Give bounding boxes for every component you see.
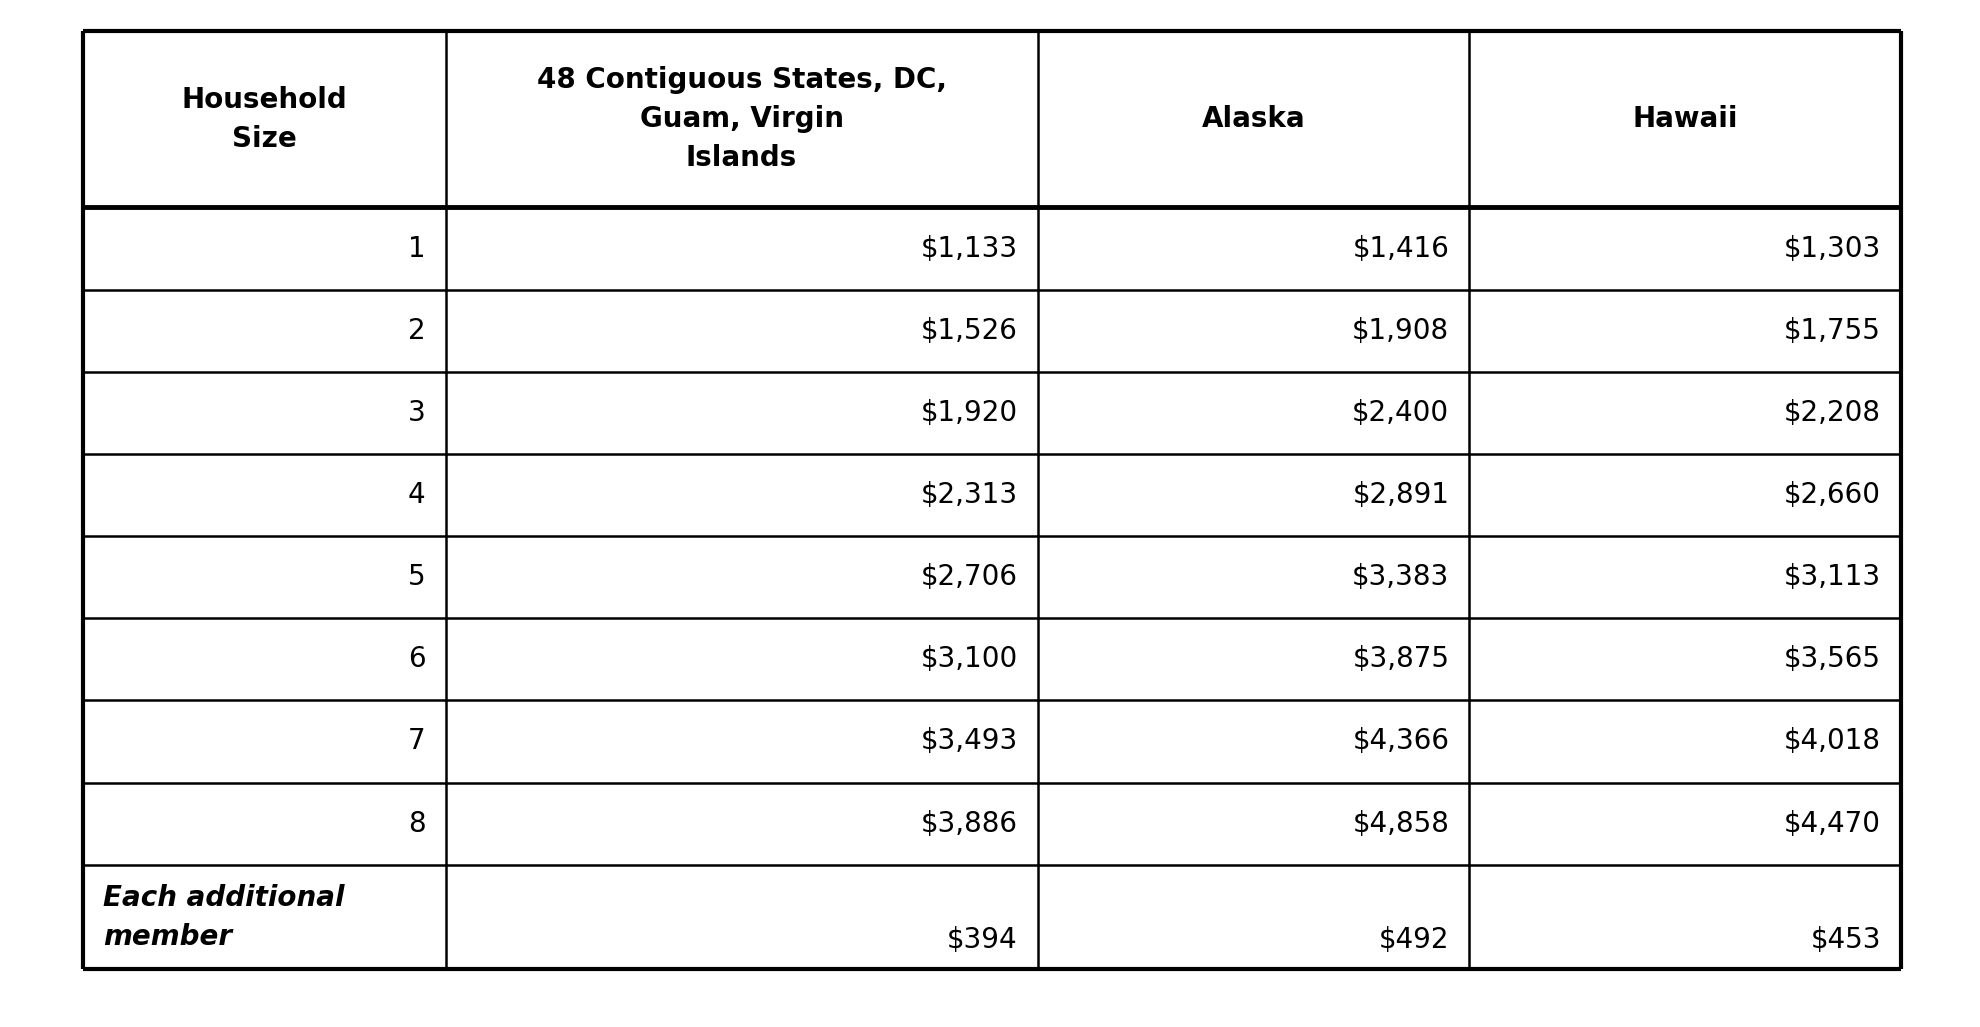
Text: $394: $394 <box>946 926 1018 954</box>
Text: $2,660: $2,660 <box>1784 481 1881 509</box>
Text: $4,018: $4,018 <box>1784 727 1881 756</box>
Text: $2,400: $2,400 <box>1352 398 1449 427</box>
Text: $3,886: $3,886 <box>921 809 1018 838</box>
Text: $4,366: $4,366 <box>1352 727 1449 756</box>
Text: Household
Size: Household Size <box>182 85 346 153</box>
Text: $1,755: $1,755 <box>1784 316 1881 345</box>
Text: $1,526: $1,526 <box>921 316 1018 345</box>
Text: $453: $453 <box>1810 926 1881 954</box>
Text: Alaska: Alaska <box>1202 105 1305 134</box>
Text: $3,565: $3,565 <box>1784 645 1881 674</box>
Text: $1,920: $1,920 <box>921 398 1018 427</box>
Text: $1,416: $1,416 <box>1352 234 1449 263</box>
Text: 3: 3 <box>408 398 426 427</box>
Text: Each additional
member: Each additional member <box>103 883 345 951</box>
Text: $2,313: $2,313 <box>921 481 1018 509</box>
Text: 2: 2 <box>408 316 426 345</box>
Text: Hawaii: Hawaii <box>1632 105 1738 134</box>
Text: 6: 6 <box>408 645 426 674</box>
Text: $492: $492 <box>1378 926 1449 954</box>
Text: $3,493: $3,493 <box>921 727 1018 756</box>
Text: 4: 4 <box>408 481 426 509</box>
Text: $4,470: $4,470 <box>1784 809 1881 838</box>
Text: $3,383: $3,383 <box>1352 563 1449 592</box>
Text: 5: 5 <box>408 563 426 592</box>
Text: 1: 1 <box>408 234 426 263</box>
Text: $3,100: $3,100 <box>921 645 1018 674</box>
Text: 8: 8 <box>408 809 426 838</box>
Text: 48 Contiguous States, DC,
Guam, Virgin
Islands: 48 Contiguous States, DC, Guam, Virgin I… <box>537 66 946 173</box>
Text: $2,891: $2,891 <box>1352 481 1449 509</box>
Text: $1,908: $1,908 <box>1352 316 1449 345</box>
Text: 7: 7 <box>408 727 426 756</box>
Text: $1,303: $1,303 <box>1784 234 1881 263</box>
Text: $2,208: $2,208 <box>1784 398 1881 427</box>
Text: $3,113: $3,113 <box>1784 563 1881 592</box>
Text: $4,858: $4,858 <box>1352 809 1449 838</box>
Text: $3,875: $3,875 <box>1352 645 1449 674</box>
Text: $1,133: $1,133 <box>921 234 1018 263</box>
Text: $2,706: $2,706 <box>921 563 1018 592</box>
